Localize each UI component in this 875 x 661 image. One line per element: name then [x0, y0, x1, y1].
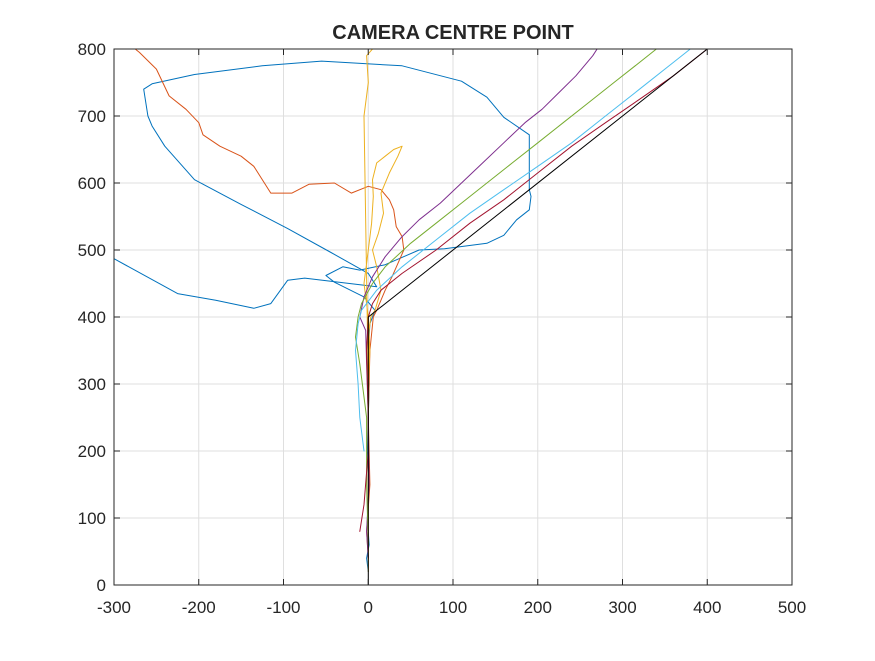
series-line-8 [367, 49, 708, 585]
y-tick-label: 200 [78, 442, 106, 461]
ticks: -300 -200 -100 0 100 200 300 400 500 0 100 200 300 40… [78, 40, 807, 617]
y-tick-label: 800 [78, 40, 106, 59]
x-tick-label: -100 [266, 598, 300, 617]
series-line-2 [134, 49, 405, 559]
y-tick-label: 300 [78, 375, 106, 394]
y-tick-label: 100 [78, 509, 106, 528]
x-tick-label: 500 [778, 598, 806, 617]
series-line-4 [359, 49, 598, 559]
x-tick-label: 0 [364, 598, 373, 617]
x-tick-label: -200 [182, 598, 216, 617]
x-tick-label: -300 [97, 598, 131, 617]
series-line-5 [355, 49, 657, 546]
y-tick-label: 700 [78, 107, 106, 126]
y-tick-label: 0 [97, 576, 106, 595]
y-tick-label: 500 [78, 241, 106, 260]
series-line-7 [359, 49, 708, 532]
y-tick-label: 600 [78, 174, 106, 193]
x-tick-label: 100 [439, 598, 467, 617]
x-tick-label: 400 [693, 598, 721, 617]
series-line-6 [355, 49, 691, 452]
series-line-3 [363, 49, 403, 573]
chart-title: CAMERA CENTRE POINT [332, 22, 573, 44]
x-tick-label: 300 [608, 598, 636, 617]
x-tick-label: 200 [524, 598, 552, 617]
series-line-1 [114, 60, 532, 573]
y-tick-label: 400 [78, 308, 106, 327]
series-layer [114, 49, 708, 585]
grid [113, 48, 793, 586]
